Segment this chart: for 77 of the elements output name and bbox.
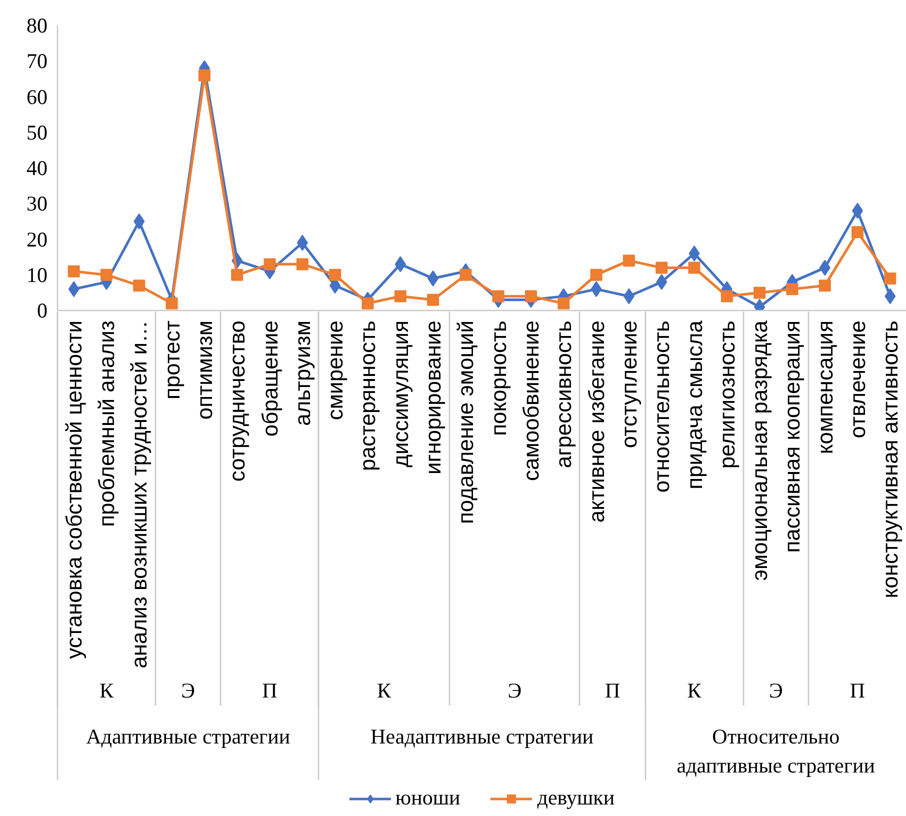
point (656, 262, 668, 274)
point (720, 290, 733, 302)
point (427, 294, 440, 306)
y-tick-label: 30 (26, 192, 48, 216)
point (394, 290, 406, 302)
text: П (605, 678, 620, 702)
point (329, 268, 342, 281)
x-tick-label: религиозность (714, 320, 740, 469)
x-tick-label: компенсация (812, 320, 838, 454)
text: Э (181, 678, 196, 702)
y-tick-label: 70 (26, 49, 48, 74)
legend-label: юноши (395, 786, 460, 810)
point (818, 280, 831, 292)
text: Относительно адаптивные стратегии (676, 724, 875, 778)
x-tick-label: конструктивная активность (878, 320, 903, 598)
point (166, 297, 178, 310)
x-tick-label: смирение (322, 320, 348, 420)
x-tick-label: протест (159, 320, 184, 400)
x-tick-label: игнорирование (420, 320, 446, 475)
point (884, 272, 896, 284)
text: Адаптивные стратегии (86, 724, 290, 748)
x-tick-label: относительность (649, 320, 674, 493)
x-tick-label: анализ возникших трудностей и… (126, 320, 152, 668)
text: П (850, 678, 866, 702)
y-tick-label: 10 (26, 262, 48, 287)
point (688, 262, 700, 274)
x-tick-label: проблемный анализ (94, 320, 119, 527)
x-tick-label: отвлечение (845, 320, 870, 438)
x-tick-label: оптимизм (192, 320, 217, 420)
point (754, 286, 766, 299)
point (524, 290, 537, 302)
text: П (262, 678, 278, 702)
point (852, 226, 864, 238)
point (100, 268, 112, 281)
x-tick-label: сотрудничество (224, 320, 250, 482)
x-tick-label: подавление эмоций (453, 320, 478, 524)
legend-label: девушки (537, 786, 615, 810)
point (296, 258, 308, 270)
point (68, 265, 80, 278)
point (688, 246, 700, 262)
text: Неадаптивные стратегии (370, 724, 594, 748)
text: К (687, 678, 702, 702)
point (264, 258, 276, 270)
x-tick-label: покорность (486, 320, 511, 436)
point (460, 268, 472, 281)
point (558, 297, 570, 310)
point (492, 290, 504, 302)
y-tick-label: 40 (26, 156, 48, 180)
x-tick-label: придача смысла (682, 320, 707, 490)
x-tick-label: активное избегание (584, 320, 609, 523)
x-tick-label: самообвинение (518, 320, 544, 481)
x-tick-label: диссимуляция (388, 320, 413, 468)
x-tick-label: агрессивность (551, 320, 576, 468)
point (231, 268, 244, 281)
text: Э (508, 678, 522, 702)
text: К (377, 678, 392, 702)
x-tick-label: установка собственной ценности (61, 320, 86, 659)
text: Э (768, 678, 783, 702)
x-tick-label: растерянность (355, 320, 380, 472)
y-tick-label: 20 (26, 227, 48, 252)
point (133, 280, 146, 292)
point (590, 268, 602, 281)
y-tick-label: 80 (26, 14, 48, 38)
y-tick-label: 0 (37, 298, 48, 322)
text: К (99, 678, 114, 702)
point (656, 274, 668, 290)
point (198, 69, 210, 82)
x-tick-label: отступление (616, 320, 642, 448)
x-tick-label: эмоциональная разрядка (747, 320, 772, 581)
x-tick-label: пассивная кооперация (780, 320, 805, 553)
point (786, 283, 798, 296)
y-tick-label: 50 (26, 120, 48, 144)
point (622, 254, 635, 267)
x-tick-label: альтруизм (290, 320, 315, 426)
x-tick-label: обращение (257, 320, 282, 437)
point (362, 297, 374, 310)
y-tick-label: 60 (26, 84, 48, 109)
